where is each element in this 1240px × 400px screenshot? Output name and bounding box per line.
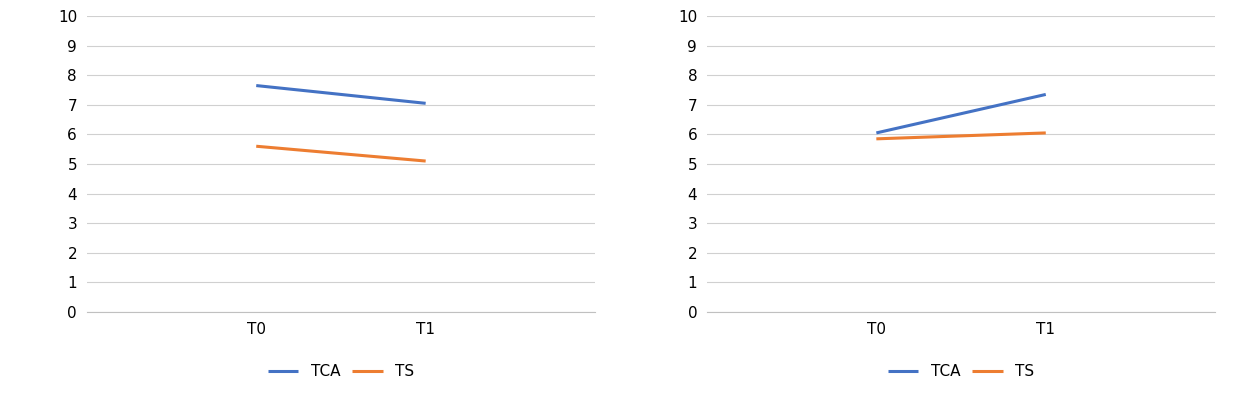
Legend: TCA, TS: TCA, TS [882, 358, 1040, 385]
TCA [1038, 92, 1053, 97]
TS [249, 144, 264, 149]
Legend: TCA, TS: TCA, TS [262, 358, 420, 385]
Line: TS: TS [877, 133, 1045, 139]
Line: TS: TS [257, 146, 425, 161]
TCA [418, 101, 433, 106]
TS [1038, 130, 1053, 135]
TCA [869, 130, 884, 135]
TCA [249, 83, 264, 88]
TS [869, 136, 884, 141]
TS [418, 159, 433, 164]
Line: TCA: TCA [877, 94, 1045, 133]
Line: TCA: TCA [257, 86, 425, 103]
